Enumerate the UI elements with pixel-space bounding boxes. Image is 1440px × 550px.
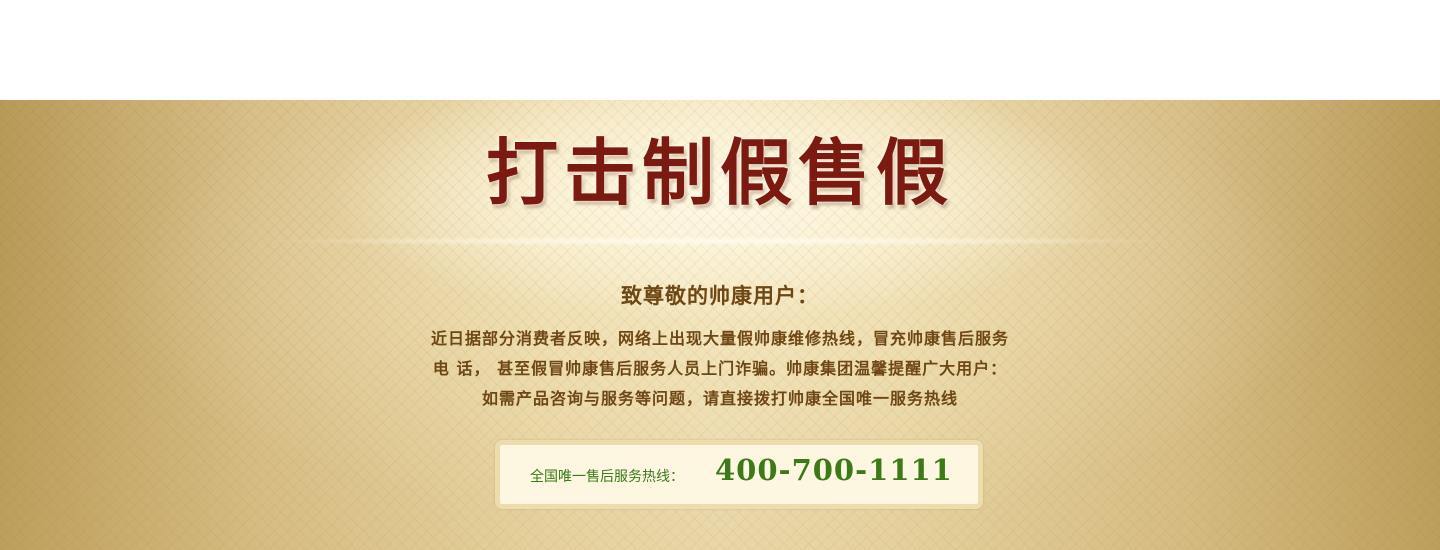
hotline-label: 全国唯一售后服务热线： [530, 469, 684, 485]
hotline-box: 全国唯一售后服务热线： 400-700-1111 [495, 440, 983, 509]
anti-counterfeit-banner: 打击制假售假 致尊敬的帅康用户： 近日据部分消费者反映，网络上出现大量假帅康维修… [0, 100, 1440, 550]
top-blank-area [0, 0, 1440, 100]
hotline-number[interactable]: 400-700-1111 [715, 453, 953, 487]
greeting-text: 致尊敬的帅康用户： [621, 284, 819, 308]
notice-line: 电 话， 甚至假冒帅康售后服务人员上门诈骗。帅康集团温馨提醒广大用户： [432, 359, 1008, 378]
notice-line: 如需产品咨询与服务等问题，请直接拨打帅康全国唯一服务热线 [481, 389, 958, 408]
headline-divider-glow [260, 236, 1180, 246]
banner-headline: 打击制假售假 [485, 130, 954, 215]
notice-line: 近日据部分消费者反映，网络上出现大量假帅康维修热线，冒充帅康售后服务 [430, 329, 1009, 348]
notice-paragraph: 近日据部分消费者反映，网络上出现大量假帅康维修热线，冒充帅康售后服务 电 话， … [420, 324, 1020, 414]
